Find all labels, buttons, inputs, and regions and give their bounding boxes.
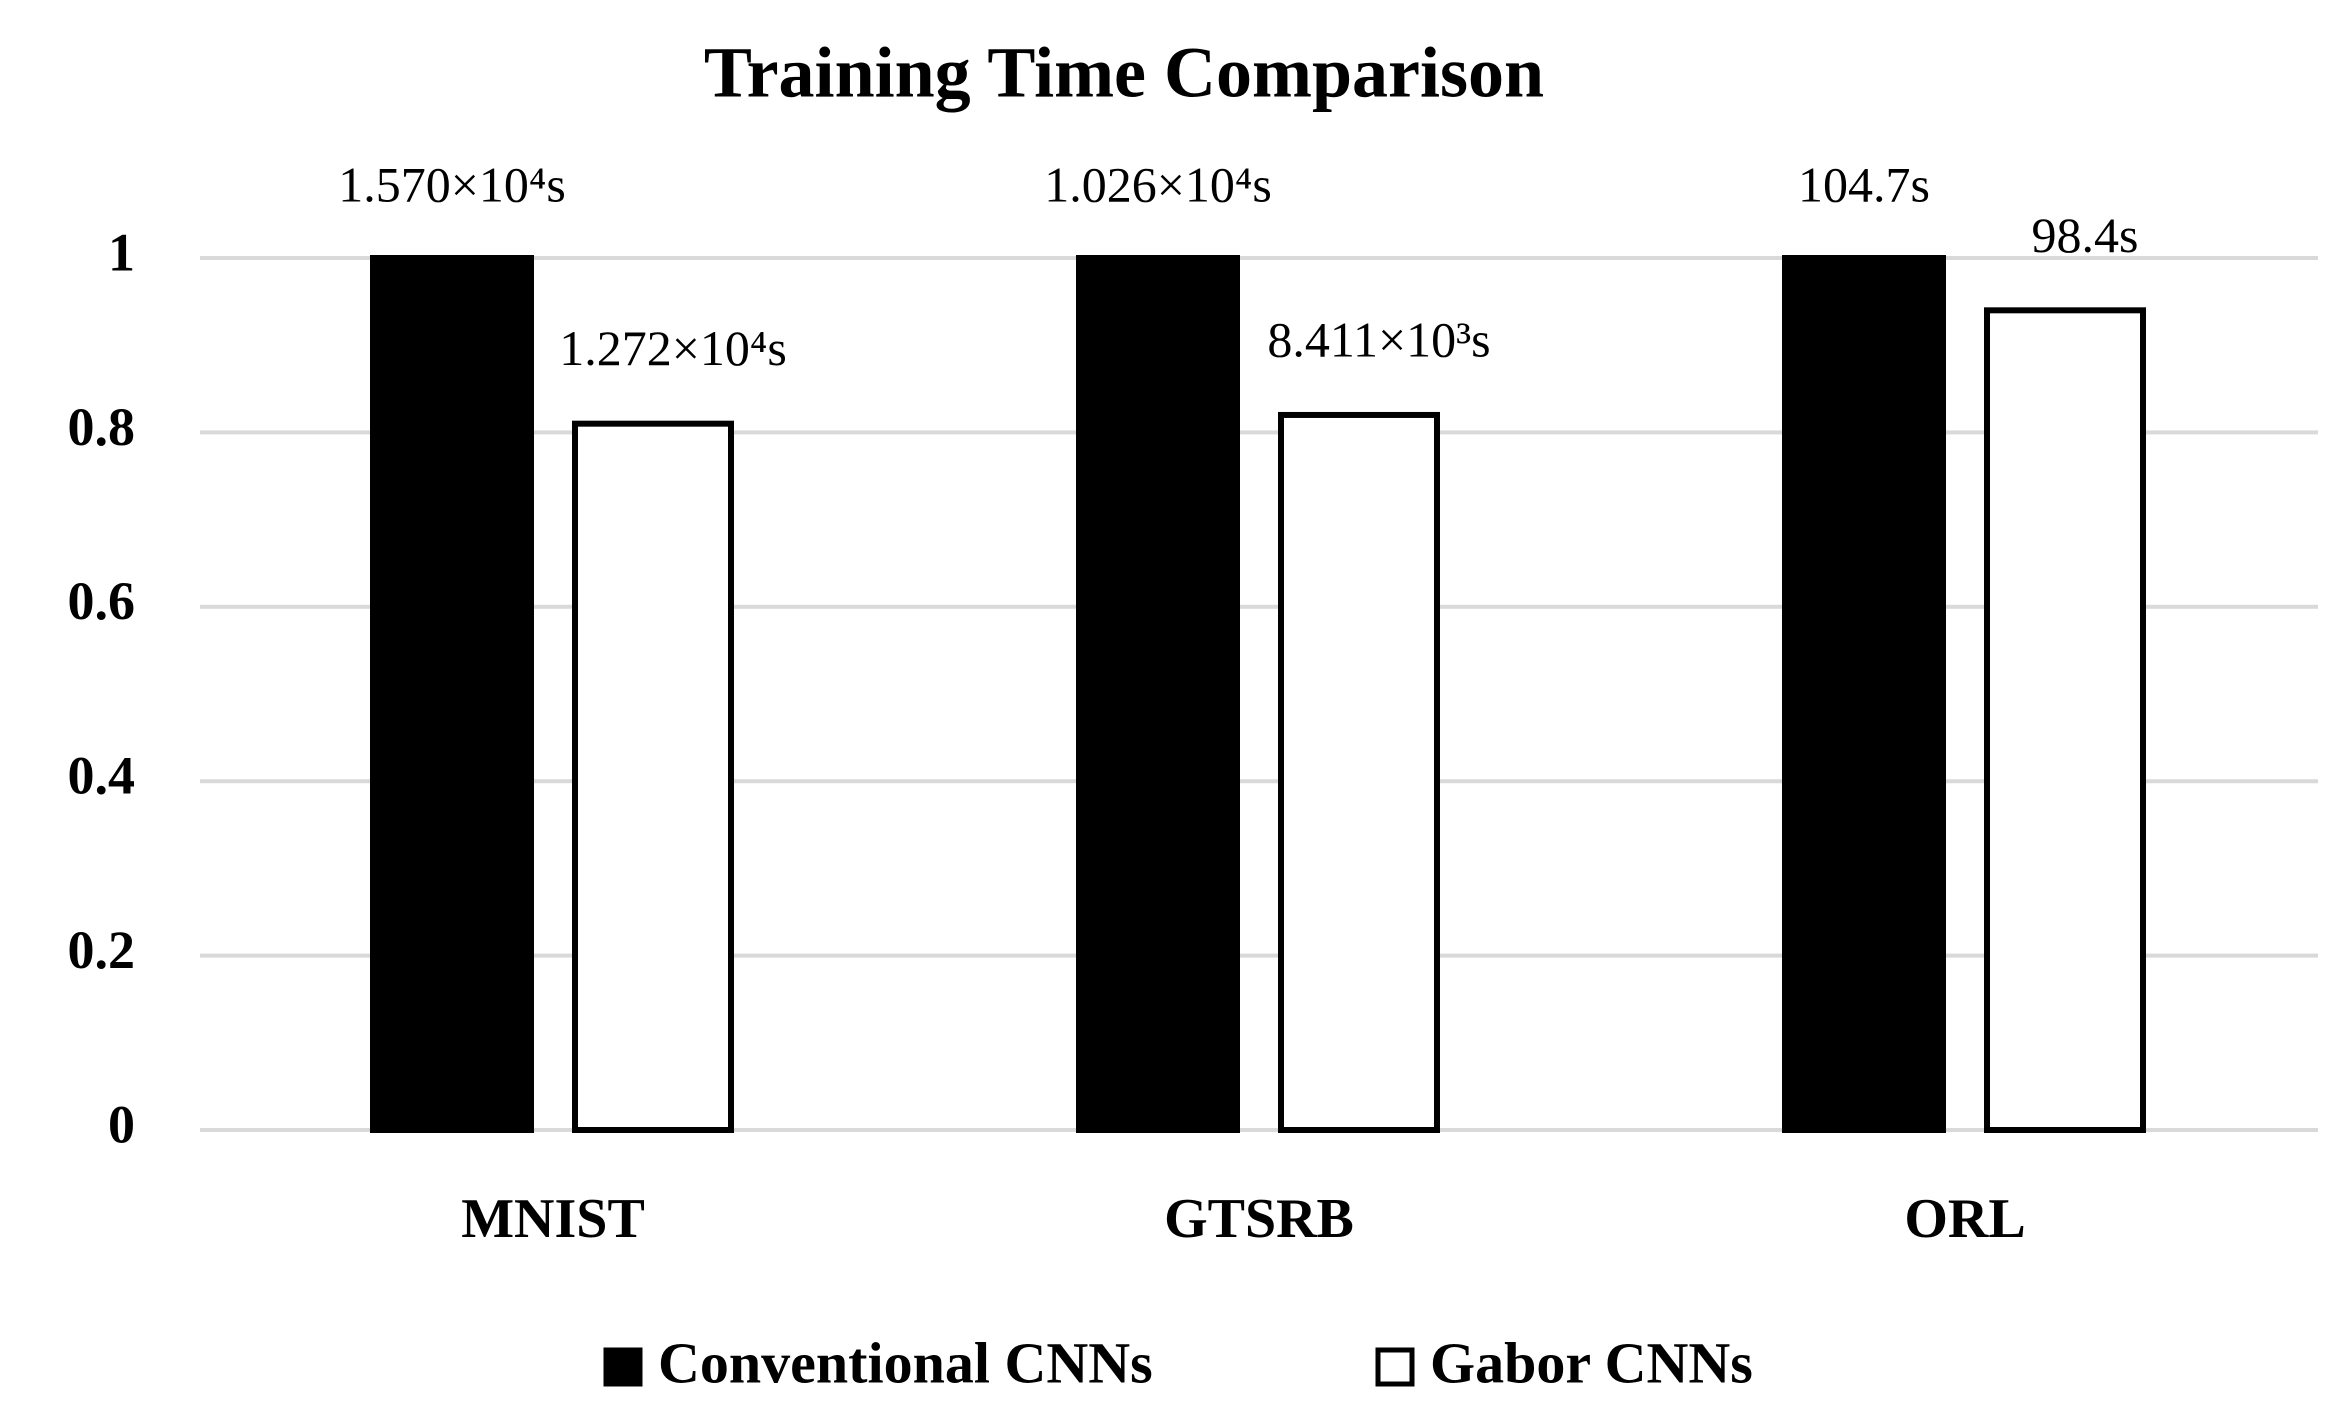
bar <box>1278 411 1440 1133</box>
x-tick-label: MNIST <box>461 1188 645 1250</box>
legend-label: Gabor CNNs <box>1430 1330 1753 1395</box>
bar <box>1782 255 1946 1133</box>
y-tick-label: 1 <box>108 222 135 282</box>
x-tick-label: GTSRB <box>1164 1188 1354 1250</box>
x-tick-label: ORL <box>1904 1188 2025 1250</box>
bar <box>572 420 734 1133</box>
legend-swatch <box>603 1347 643 1387</box>
legend-swatch <box>1375 1347 1415 1387</box>
y-tick-label: 0.8 <box>68 397 136 457</box>
value-label: 8.411×10³s <box>1267 311 1490 367</box>
value-label: 98.4s <box>2032 207 2139 263</box>
y-tick-label: 0 <box>108 1094 135 1154</box>
value-label: 1.272×10⁴s <box>559 320 787 376</box>
y-tick-label: 0.4 <box>68 746 136 806</box>
chart-title: Training Time Comparison <box>704 33 1544 113</box>
value-label: 104.7s <box>1798 156 1930 212</box>
value-label: 1.570×10⁴s <box>338 156 566 212</box>
bar <box>370 255 534 1133</box>
y-tick-label: 0.2 <box>68 920 136 980</box>
value-label: 1.026×10⁴s <box>1044 156 1272 212</box>
legend-label: Conventional CNNs <box>658 1330 1153 1395</box>
y-tick-label: 0.6 <box>68 571 136 631</box>
bar <box>1984 307 2146 1133</box>
bar <box>1076 255 1240 1133</box>
